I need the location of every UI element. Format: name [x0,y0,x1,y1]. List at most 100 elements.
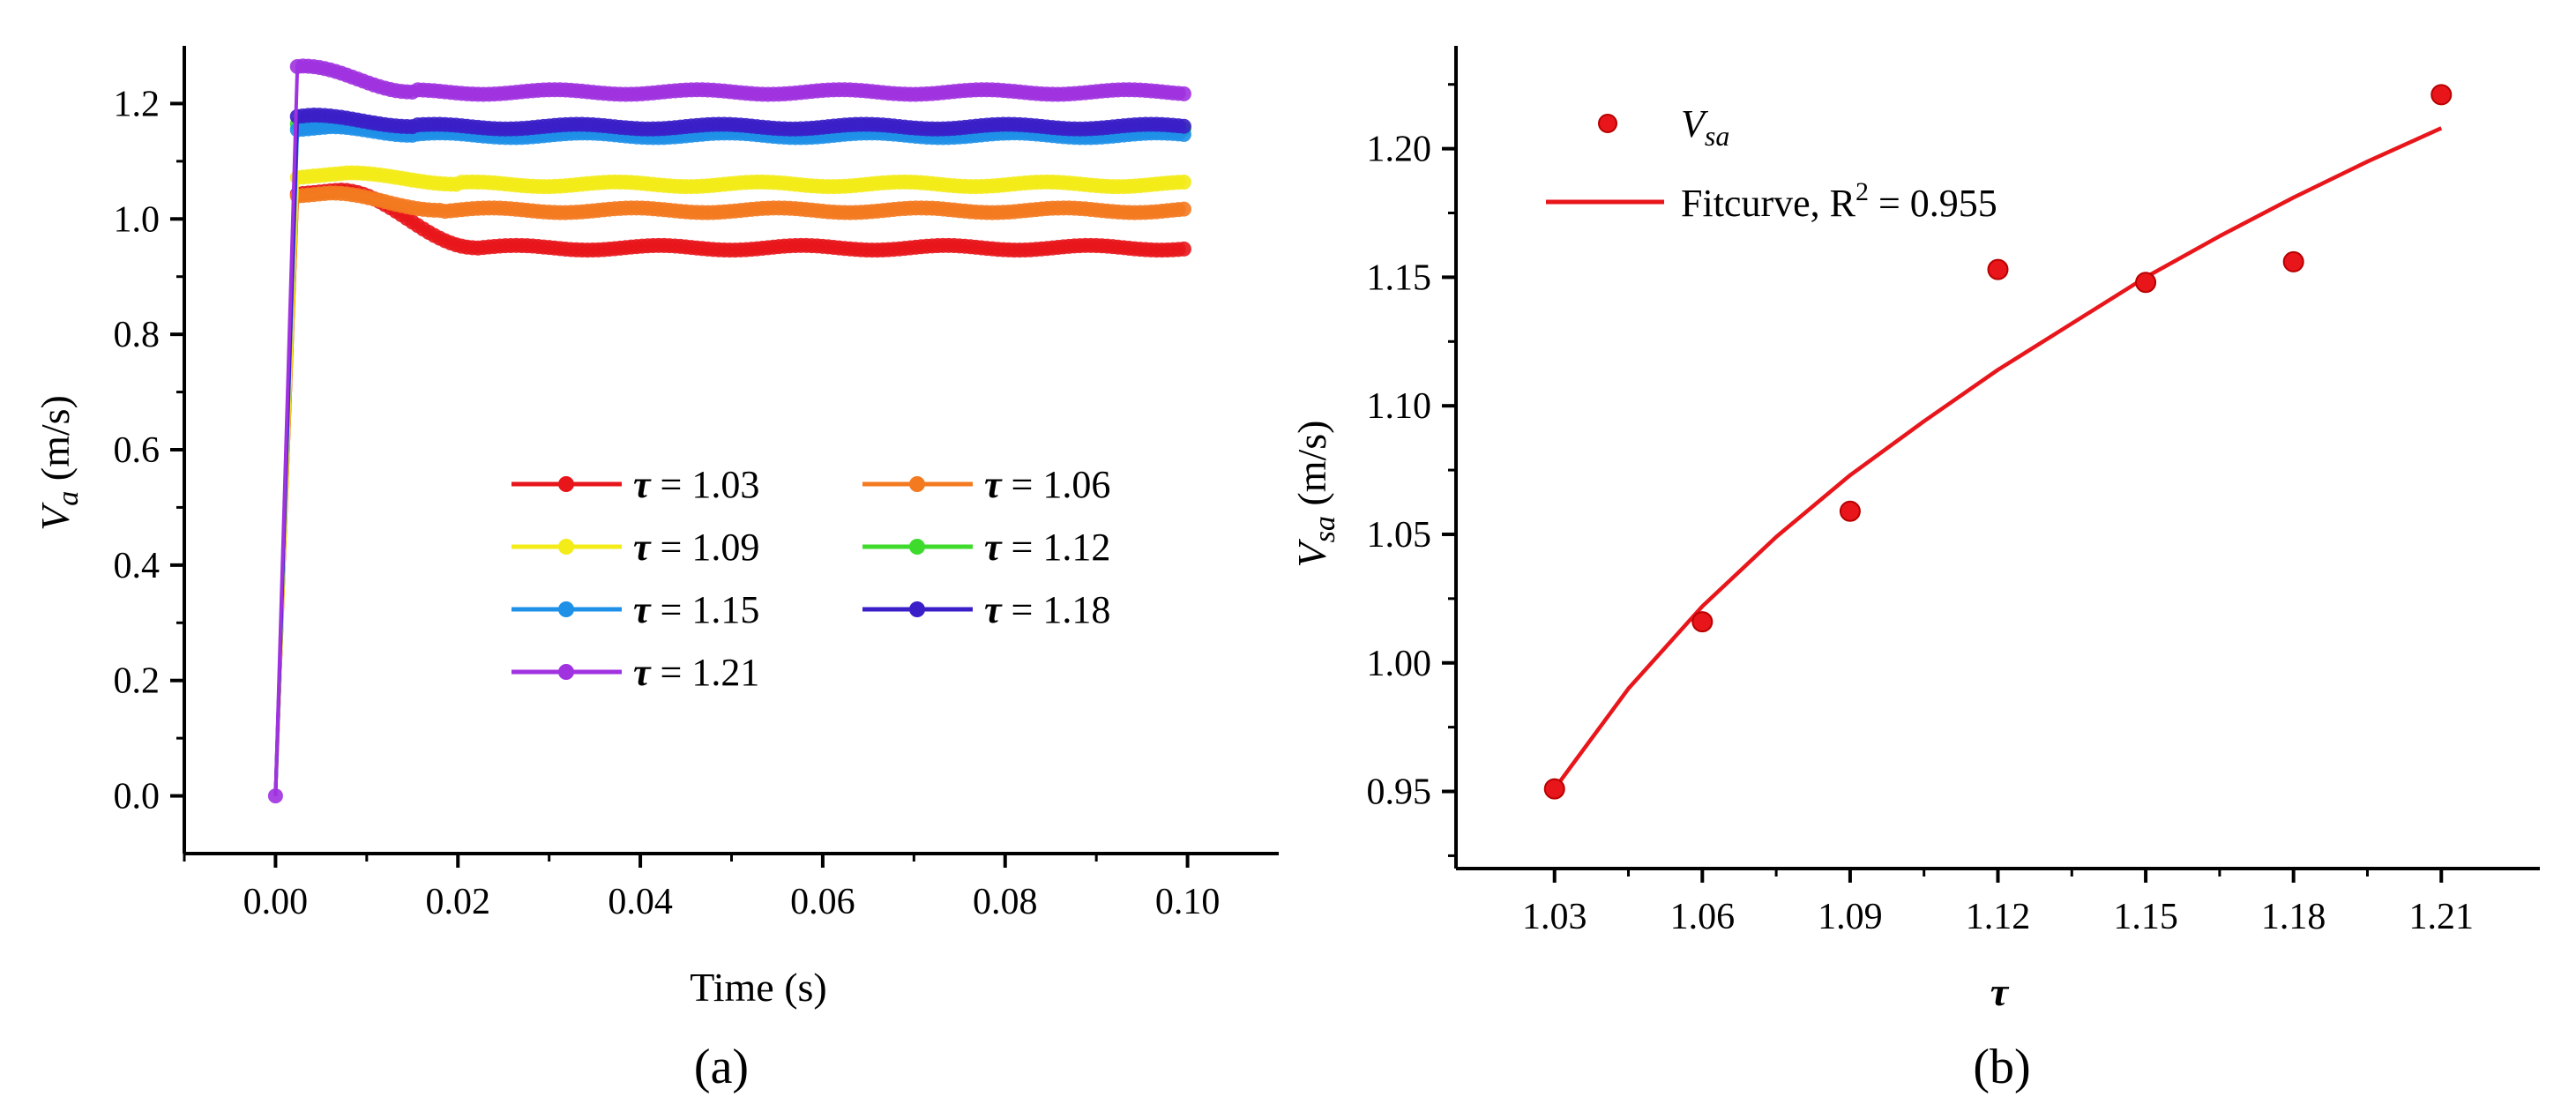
legend-label: τ = 1.18 [984,588,1110,631]
legend-swatch-marker [558,601,574,617]
panel-a-y-axis-sub: a [52,491,85,506]
legend-item-vsa: Vsa [1598,102,1729,152]
x-tick-label: 0.08 [973,882,1038,922]
panel-a-y-axis-title: Va (m/s) [33,395,85,531]
legend-item: τ = 1.06 [862,463,1110,506]
legend-swatch-marker [909,476,925,492]
data-point [1691,611,1714,633]
legend-value: = 1.03 [651,463,760,506]
panel-a-y-axis-units: (m/s) [33,395,78,491]
legend-item: τ = 1.21 [511,651,759,694]
legend-value: = 1.09 [651,526,760,569]
x-tick-label: 0.06 [790,882,855,922]
legend-item-fitcurve: Fitcurve, R2 = 0.955 [1546,177,1997,225]
panel-a-caption: (a) [694,1040,749,1094]
panel-a-series [267,58,1191,804]
series-marker [1176,241,1191,257]
y-tick-label: 1.2 [114,84,161,124]
panel-b-x-axis-title: τ [1990,969,2010,1014]
y-tick-label: 0.0 [114,777,161,817]
legend-item: τ = 1.18 [862,588,1110,631]
legend-label-fitcurve: Fitcurve, R2 = 0.955 [1681,177,1997,225]
data-point [1987,258,2009,280]
legend-swatch-marker [558,539,574,555]
series-121 [267,58,1191,804]
y-tick-label: 1.15 [1367,257,1432,298]
legend-swatch-marker [909,601,925,617]
data-point [2430,84,2453,106]
panel-a-axes: 0.00 0.02 0.04 0.06 0.08 0.10 0.0 0.2 0.4 0.6 0.8 1… [114,46,1279,922]
panel-b-y-axis-var: V [1289,538,1334,567]
y-tick-label: 1.05 [1367,515,1432,556]
x-tick-label: 0.02 [426,882,491,922]
legend-symbol: τ [984,526,1003,569]
y-tick-label: 0.6 [114,430,161,471]
panel-b-data-points [1543,84,2453,800]
panel-b-y-axis-title: Vsa (m/s) [1289,421,1341,568]
panel-b-y-axis-units: (m/s) [1289,421,1334,517]
legend-symbol: τ [633,588,652,631]
legend-label: τ = 1.09 [633,526,759,569]
legend-value: = 1.21 [651,651,760,694]
legend-sub: sa [1705,120,1729,152]
data-point [1839,500,1861,522]
legend-var: V [1681,102,1709,145]
x-tick-label: 0.04 [608,882,673,922]
legend-swatch-marker [558,476,574,492]
legend-symbol: τ [633,526,652,569]
legend-value: = 1.18 [1002,588,1111,631]
legend-value: = 1.15 [651,588,760,631]
series-109 [273,165,1191,796]
legend-symbol: τ [633,651,652,694]
legend-swatch-marker [558,664,574,680]
y-tick-label: 1.00 [1367,644,1432,684]
panel-a-y-axis-var: V [33,502,78,531]
y-tick-label: 0.2 [114,661,161,702]
legend-symbol: τ [984,588,1003,631]
data-point [1543,778,1565,800]
legend-label: τ = 1.15 [633,588,759,631]
data-point [2135,272,2157,294]
y-tick-label: 0.4 [114,546,161,586]
panel-a-x-axis-title: Time (s) [690,965,827,1010]
panel-b-caption: (b) [1973,1040,2030,1094]
x-tick-label: 0.10 [1155,882,1221,922]
x-tick-label: 0.00 [243,882,309,922]
panel-b-axes: 1.03 1.06 1.09 1.12 1.15 1.18 1.21 0.95 1.00 1.05… [1367,46,2540,937]
panel-a-legend: τ = 1.03 τ = 1.06τ = 1.09 τ = 1.12τ = 1.15… [511,463,1110,694]
x-tick-label: 1.18 [2261,897,2326,937]
y-tick-label: 1.20 [1367,130,1432,170]
legend-label: τ = 1.06 [984,463,1110,506]
panel-b-vsa-vs-tau: 1.03 1.06 1.09 1.12 1.15 1.18 1.21 0.95 1.00 1.05… [1289,46,2540,1094]
legend-label: τ = 1.03 [633,463,759,506]
y-tick-label: 0.8 [114,315,161,355]
series-marker [267,788,283,804]
legend-point-marker [1598,114,1617,133]
fit-curve-line [1552,126,2443,790]
series-103 [273,183,1191,796]
series-marker [1176,118,1191,134]
x-tick-label: 1.12 [1966,897,2031,937]
panel-b-y-axis-sub: sa [1309,516,1341,542]
series-marker [1176,174,1191,190]
legend-label: τ = 1.21 [633,651,759,694]
series-118 [273,108,1191,796]
legend-symbol: τ [633,463,652,506]
y-tick-label: 1.0 [114,199,161,240]
legend-fit-sup: 2 [1855,177,1869,206]
legend-item: τ = 1.03 [511,463,759,506]
panel-b-legend: Vsa Fitcurve, R2 = 0.955 [1546,102,1997,225]
y-tick-label: 0.95 [1367,772,1432,813]
legend-value: = 1.06 [1002,463,1111,506]
y-tick-label: 1.10 [1367,386,1432,427]
legend-fit-suffix: = 0.955 [1869,182,1997,225]
panel-a-velocity-vs-time: 0.00 0.02 0.04 0.06 0.08 0.10 0.0 0.2 0.4 0.6 0.8 1… [33,46,1279,1094]
x-tick-label: 1.06 [1670,897,1736,937]
x-tick-label: 1.21 [2409,897,2475,937]
legend-symbol: τ [984,463,1003,506]
series-marker [1176,201,1191,217]
panel-b-fit-curve [1552,126,2443,790]
x-tick-label: 1.15 [2113,897,2178,937]
